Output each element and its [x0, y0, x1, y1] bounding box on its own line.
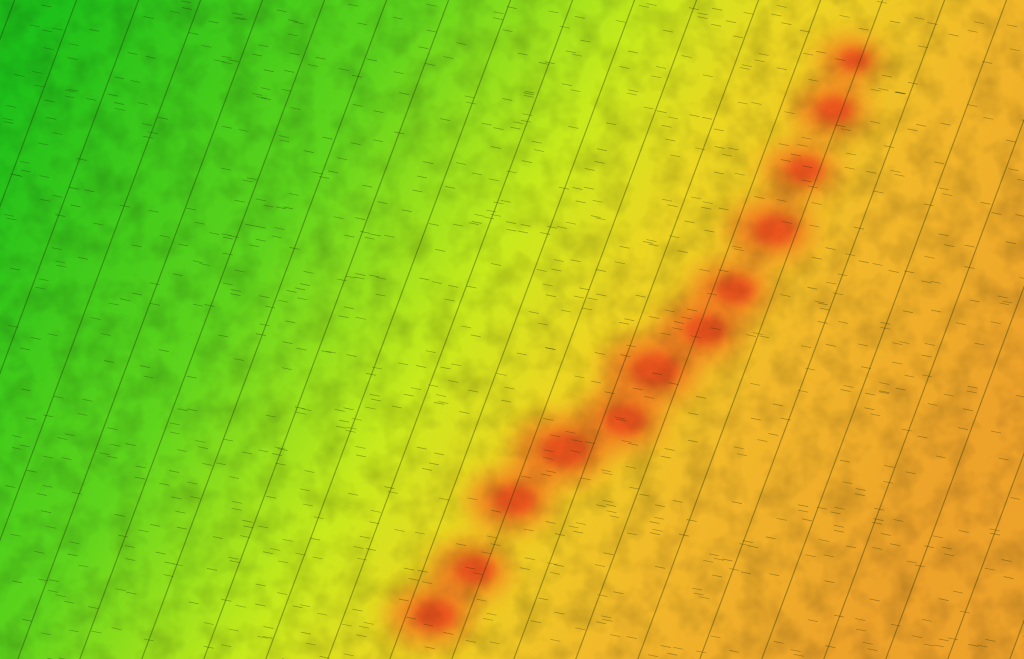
- elevation-map: [0, 0, 1024, 659]
